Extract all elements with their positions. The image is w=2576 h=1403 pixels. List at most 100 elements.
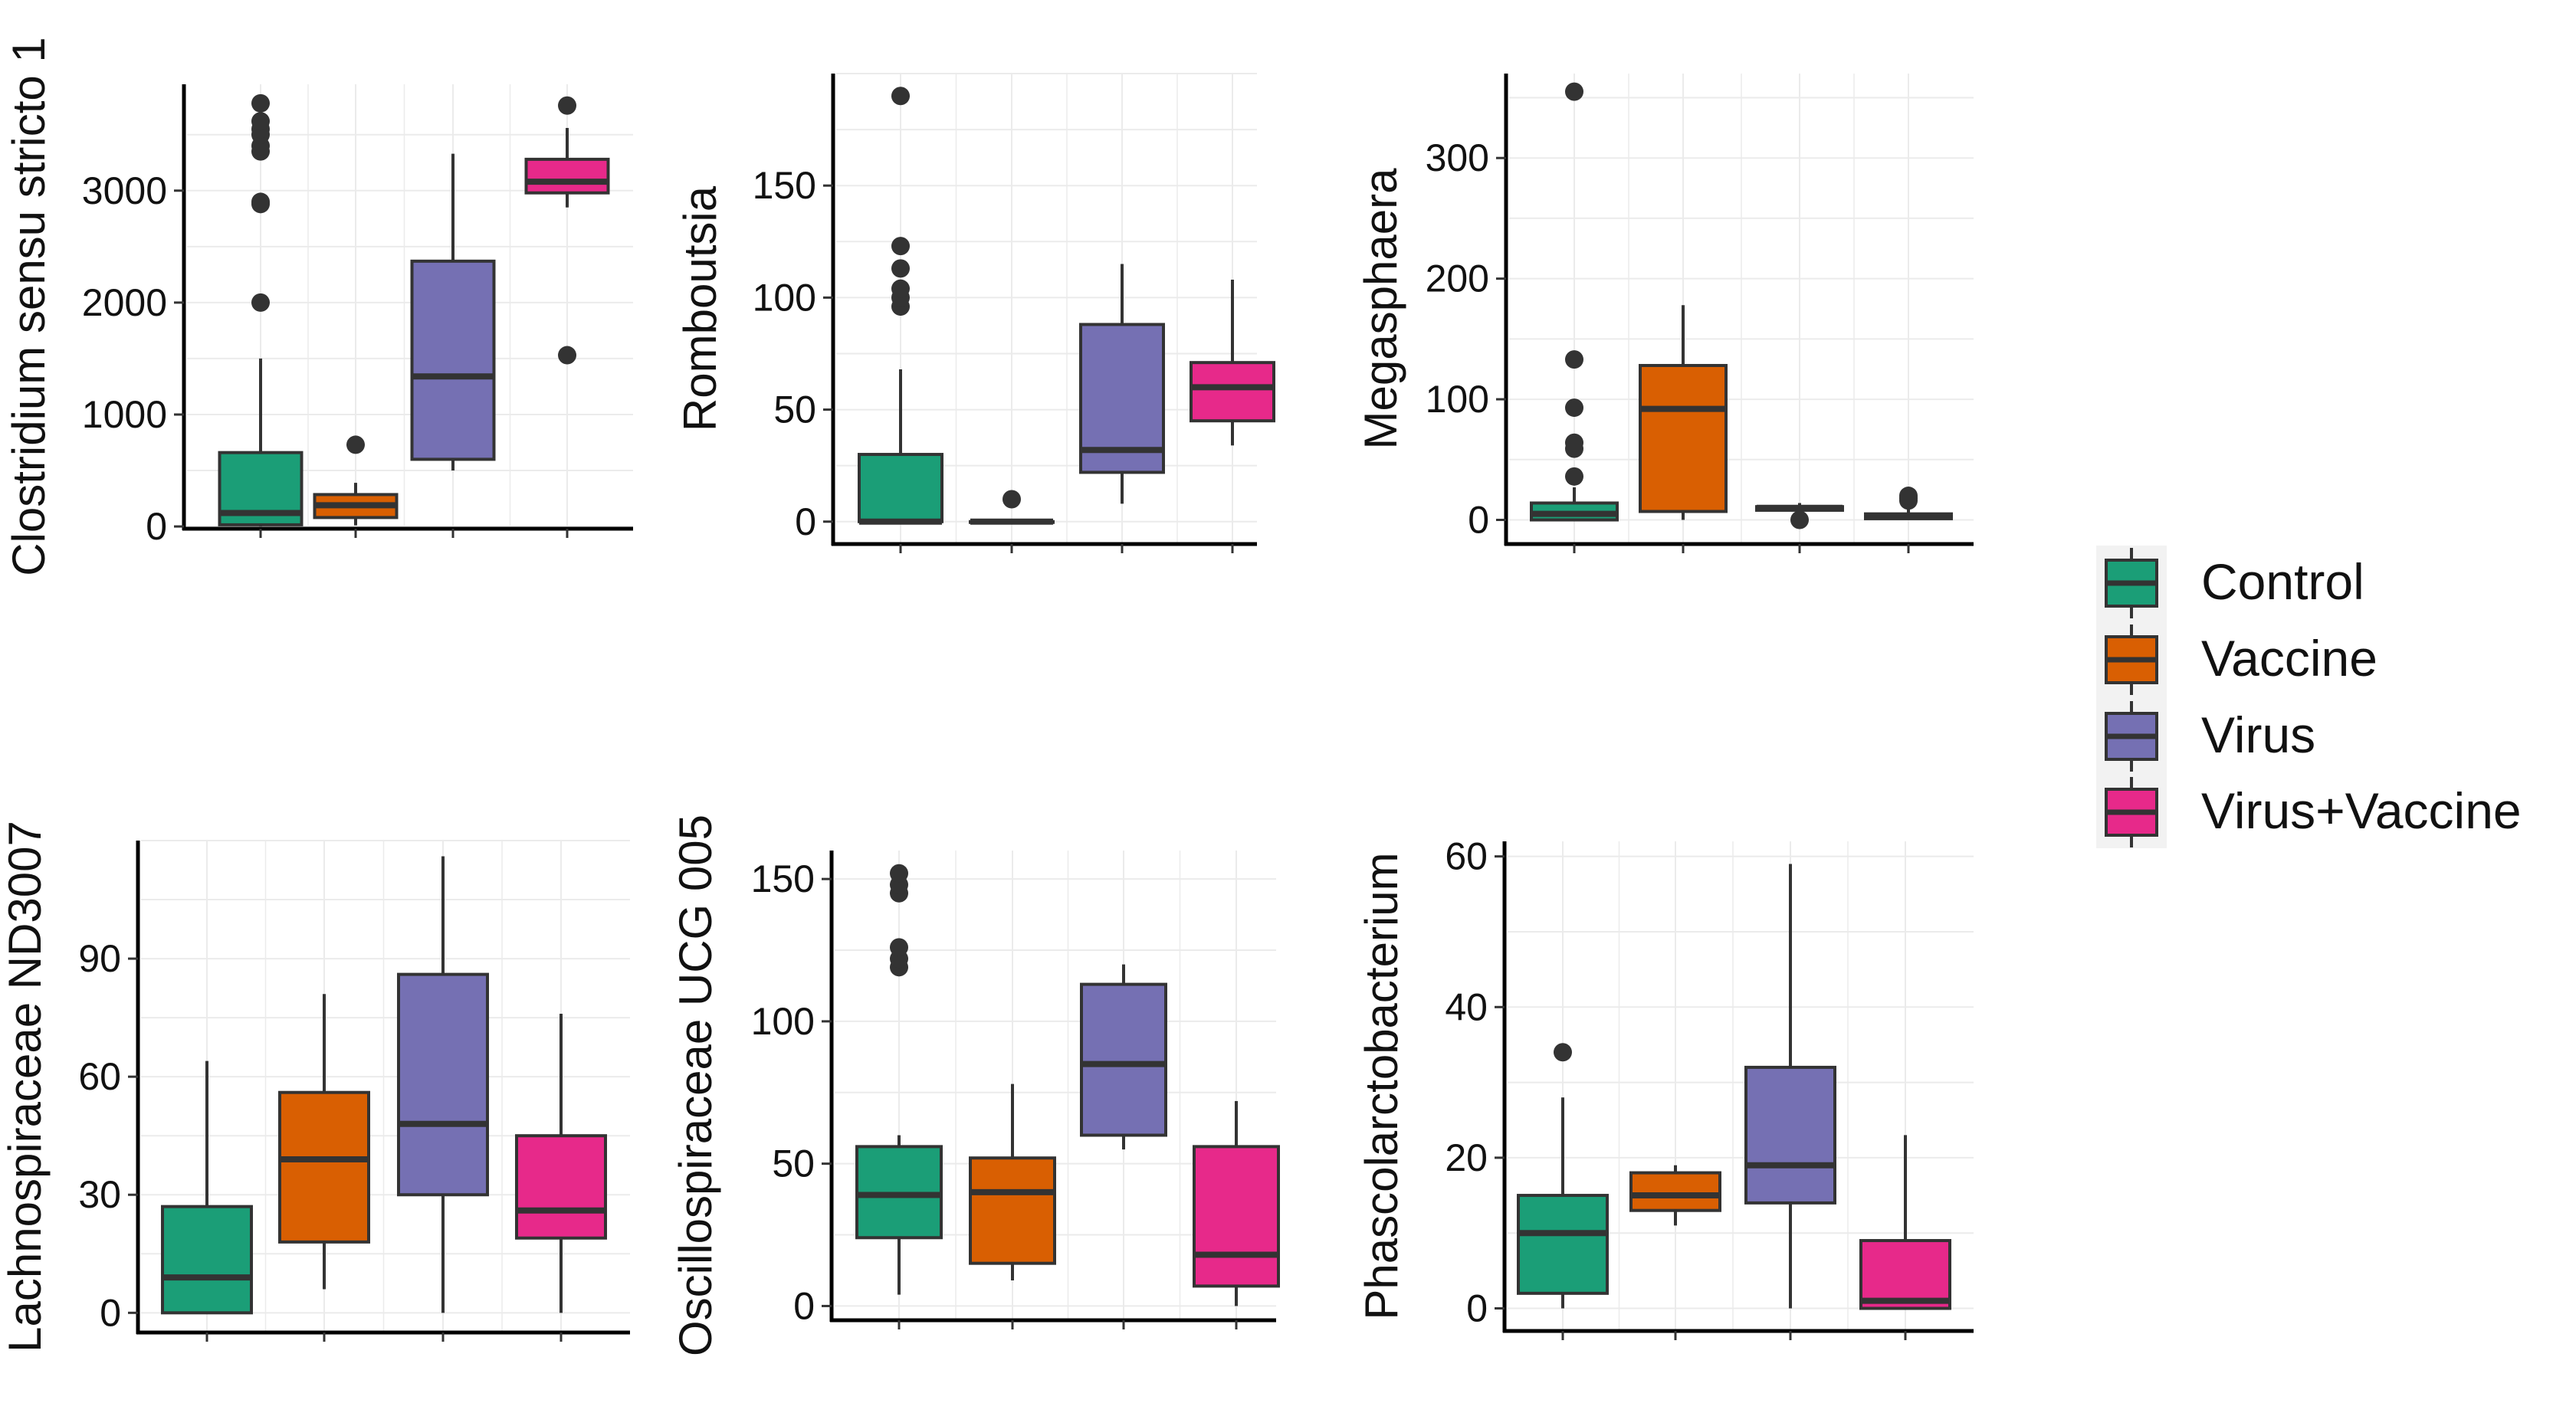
y-tick-label: 150 — [751, 857, 815, 900]
box-control — [855, 864, 943, 1295]
box-virus — [1080, 964, 1167, 1150]
panel-romboutsia: 0 50 100 150 Romboutsia — [674, 73, 1275, 553]
outlier-point — [891, 87, 910, 106]
box-vaccine — [1629, 1165, 1721, 1226]
legend-item-vaccine: Vaccine — [2105, 624, 2377, 695]
y-tick-label: 100 — [751, 1000, 815, 1043]
box-iqr — [410, 259, 496, 461]
y-tick-label: 100 — [1426, 378, 1489, 421]
y-tick-label: 3000 — [82, 169, 167, 212]
box-iqr — [161, 1205, 253, 1315]
outlier-point — [1565, 467, 1583, 486]
y-tick-label: 0 — [100, 1291, 121, 1334]
box-control — [858, 87, 943, 525]
y-tick-label: 0 — [146, 505, 167, 548]
box-iqr — [858, 453, 943, 523]
legend: Control Vaccine Virus Virus+Vaccine — [2096, 546, 2522, 848]
y-axis-title: Oscillospiraceae UCG 005 — [670, 815, 721, 1356]
outlier-point — [251, 293, 270, 312]
box-iqr — [1517, 1194, 1609, 1295]
legend-label: Virus — [2201, 706, 2315, 763]
outlier-point — [891, 279, 910, 298]
legend-label: Vaccine — [2201, 630, 2377, 687]
outlier-point — [890, 864, 908, 883]
box-vaccine — [278, 994, 370, 1290]
box-iqr — [1193, 1145, 1280, 1288]
y-tick-label: 0 — [793, 1284, 815, 1327]
y-tick-label: 100 — [753, 276, 816, 319]
box-control — [161, 1060, 253, 1315]
outlier-point — [1565, 350, 1583, 369]
y-tick-label: 200 — [1426, 257, 1489, 300]
box-vaccine — [313, 435, 399, 526]
y-tick-label: 20 — [1445, 1136, 1488, 1179]
y-axis-title: Phascolarctobacterium — [1356, 852, 1407, 1319]
legend-item-control: Control — [2105, 548, 2364, 618]
y-tick-label: 2000 — [82, 281, 167, 324]
y-tick-label: 0 — [1466, 1287, 1488, 1330]
box-virus — [1744, 864, 1836, 1309]
box-iqr — [1190, 361, 1275, 423]
y-axis-title: Clostridium sensu stricto 1 — [3, 37, 54, 576]
box-virus-vaccine — [1859, 1135, 1951, 1310]
box-iqr — [969, 1156, 1056, 1265]
box-iqr — [524, 157, 610, 195]
y-tick-label: 0 — [1468, 499, 1489, 542]
outlier-point — [251, 93, 270, 113]
y-tick-label: 300 — [1426, 136, 1489, 179]
outlier-point — [346, 435, 365, 454]
outlier-point — [1899, 487, 1918, 506]
box-virus-vaccine — [524, 96, 610, 365]
y-tick-label: 1000 — [82, 393, 167, 436]
box-iqr — [515, 1134, 607, 1240]
box-virus — [410, 153, 496, 471]
box-iqr — [1744, 1065, 1836, 1205]
y-tick-label: 50 — [772, 1142, 815, 1185]
legend-label: Control — [2201, 553, 2364, 610]
outlier-point — [251, 112, 270, 131]
y-tick-label: 60 — [1445, 835, 1488, 878]
outlier-point — [558, 96, 576, 115]
outlier-point — [891, 259, 910, 278]
box-iqr — [1080, 982, 1167, 1137]
box-virus — [1079, 264, 1165, 504]
box-control — [1530, 82, 1619, 522]
y-tick-label: 150 — [753, 164, 816, 207]
y-axis-title: Lachnospiraceae ND3007 — [0, 821, 51, 1352]
y-tick-label: 90 — [78, 937, 121, 980]
outlier-point — [890, 938, 908, 957]
box-iqr — [1859, 1239, 1951, 1310]
box-vaccine — [1639, 305, 1728, 520]
y-axis-title: Romboutsia — [674, 185, 726, 431]
y-axis-title: Megasphaera — [1355, 168, 1406, 450]
box-virus-vaccine — [1193, 1100, 1280, 1306]
legend-label: Virus+Vaccine — [2201, 782, 2522, 839]
box-virus — [397, 856, 489, 1313]
outlier-point — [1003, 490, 1021, 509]
panel-clostridium-sensu-stricto-1: 0 1000 2000 3000 Clostridium sensu stricto 1 — [3, 37, 633, 576]
outlier-point — [1565, 398, 1583, 418]
box-control — [218, 93, 304, 527]
y-tick-label: 0 — [795, 500, 816, 543]
box-iqr — [278, 1090, 370, 1244]
box-virus-vaccine — [1864, 487, 1953, 520]
box-iqr — [1629, 1171, 1721, 1212]
box-virus — [1755, 503, 1844, 529]
legend-item-virus: Virus — [2105, 701, 2315, 772]
y-tick-label: 40 — [1445, 985, 1488, 1028]
outlier-point — [558, 346, 576, 365]
box-iqr — [397, 972, 489, 1197]
y-tick-label: 30 — [78, 1173, 121, 1216]
box-iqr — [1639, 363, 1728, 513]
box-virus-vaccine — [515, 1013, 607, 1313]
panel-oscillospiraceae-ucg-005: 0 50 100 150 Oscillospiraceae UCG 005 — [670, 815, 1280, 1356]
box-vaccine — [969, 490, 1055, 525]
outlier-point — [891, 237, 910, 256]
box-control — [1517, 1043, 1609, 1309]
outlier-point — [251, 192, 270, 211]
legend-item-virus-vaccine: Virus+Vaccine — [2105, 777, 2522, 847]
box-virus-vaccine — [1190, 279, 1275, 446]
outlier-point — [1554, 1043, 1572, 1062]
panel-lachnospiraceae-nd3007: 0 30 60 90 Lachnospiraceae ND3007 — [0, 821, 630, 1352]
